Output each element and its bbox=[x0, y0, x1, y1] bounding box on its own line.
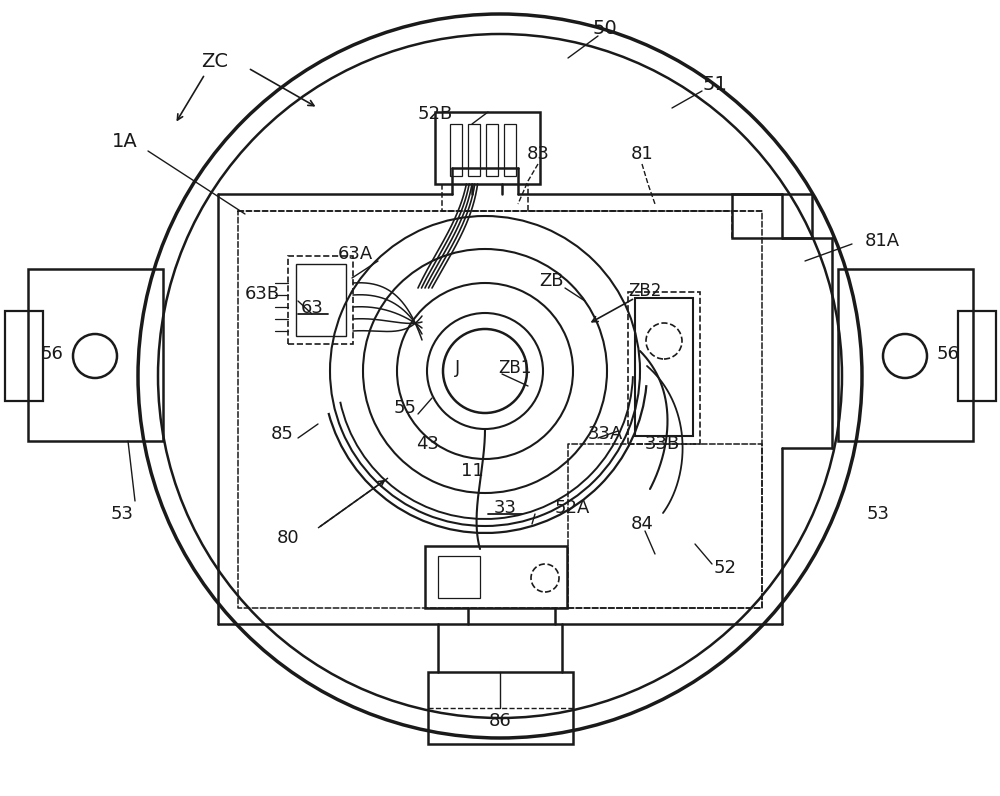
Bar bbox=[958, 311, 996, 401]
Bar bbox=[288, 256, 353, 344]
Bar bbox=[425, 546, 567, 608]
Text: 63: 63 bbox=[301, 299, 323, 317]
Text: 56: 56 bbox=[41, 345, 63, 363]
Bar bbox=[628, 292, 700, 444]
Bar bbox=[435, 112, 540, 184]
Text: 63A: 63A bbox=[337, 245, 373, 263]
Text: 33A: 33A bbox=[587, 425, 623, 443]
Text: 53: 53 bbox=[866, 505, 890, 523]
Text: 50: 50 bbox=[593, 18, 617, 37]
Text: 63B: 63B bbox=[244, 285, 280, 303]
Text: ZB: ZB bbox=[540, 272, 564, 290]
Text: 52A: 52A bbox=[554, 499, 590, 517]
Text: 83: 83 bbox=[527, 145, 549, 163]
Text: 86: 86 bbox=[489, 712, 511, 730]
Bar bbox=[438, 556, 480, 598]
Bar bbox=[468, 124, 480, 176]
Text: 33B: 33B bbox=[644, 435, 680, 453]
Text: 11: 11 bbox=[461, 462, 483, 480]
Text: 80: 80 bbox=[277, 529, 299, 547]
Bar bbox=[296, 264, 346, 336]
Bar bbox=[5, 311, 43, 401]
Text: 53: 53 bbox=[110, 505, 134, 523]
Text: 84: 84 bbox=[631, 515, 653, 533]
Bar bbox=[732, 194, 812, 238]
Text: ZB1: ZB1 bbox=[498, 359, 532, 377]
Text: 81: 81 bbox=[631, 145, 653, 163]
Bar bbox=[450, 124, 462, 176]
Text: J: J bbox=[455, 359, 461, 377]
Bar bbox=[486, 124, 498, 176]
Text: 1A: 1A bbox=[112, 131, 138, 150]
Text: 85: 85 bbox=[271, 425, 293, 443]
Text: 56: 56 bbox=[937, 345, 959, 363]
Bar bbox=[428, 672, 573, 744]
Text: 43: 43 bbox=[416, 435, 440, 453]
Text: ZC: ZC bbox=[202, 52, 228, 71]
Bar bbox=[504, 124, 516, 176]
Text: 52: 52 bbox=[714, 559, 736, 577]
Text: 33: 33 bbox=[494, 499, 516, 517]
Text: ZB2: ZB2 bbox=[628, 282, 662, 300]
Text: 55: 55 bbox=[394, 399, 416, 417]
Bar bbox=[635, 298, 693, 436]
Text: 81A: 81A bbox=[864, 232, 900, 250]
Text: 52B: 52B bbox=[417, 105, 453, 123]
Bar bbox=[838, 269, 973, 441]
Bar bbox=[28, 269, 163, 441]
Text: 51: 51 bbox=[703, 75, 727, 93]
